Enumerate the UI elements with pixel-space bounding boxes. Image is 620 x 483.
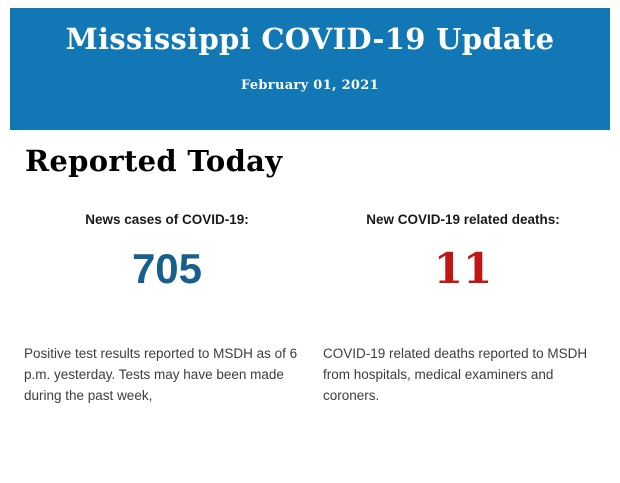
new-cases-label: News cases of COVID-19: xyxy=(85,212,249,227)
section-heading: Reported Today xyxy=(25,144,283,178)
stat-column-new-deaths: New COVID-19 related deaths: 11 COVID-19… xyxy=(323,212,603,406)
new-deaths-value: 11 xyxy=(433,244,493,293)
new-cases-description: Positive test results reported to MSDH a… xyxy=(24,346,298,403)
new-deaths-description: COVID-19 related deaths reported to MSDH… xyxy=(323,346,588,403)
banner-date: February 01, 2021 xyxy=(241,78,379,93)
header-banner: Mississippi COVID-19 Update February 01,… xyxy=(10,8,610,130)
stats-row: News cases of COVID-19: 705 Positive tes… xyxy=(0,212,620,406)
new-cases-value: 705 xyxy=(131,245,203,292)
new-deaths-label: New COVID-19 related deaths: xyxy=(366,212,560,227)
page-title: Mississippi COVID-19 Update xyxy=(65,22,555,56)
stat-column-new-cases: News cases of COVID-19: 705 Positive tes… xyxy=(24,212,310,406)
